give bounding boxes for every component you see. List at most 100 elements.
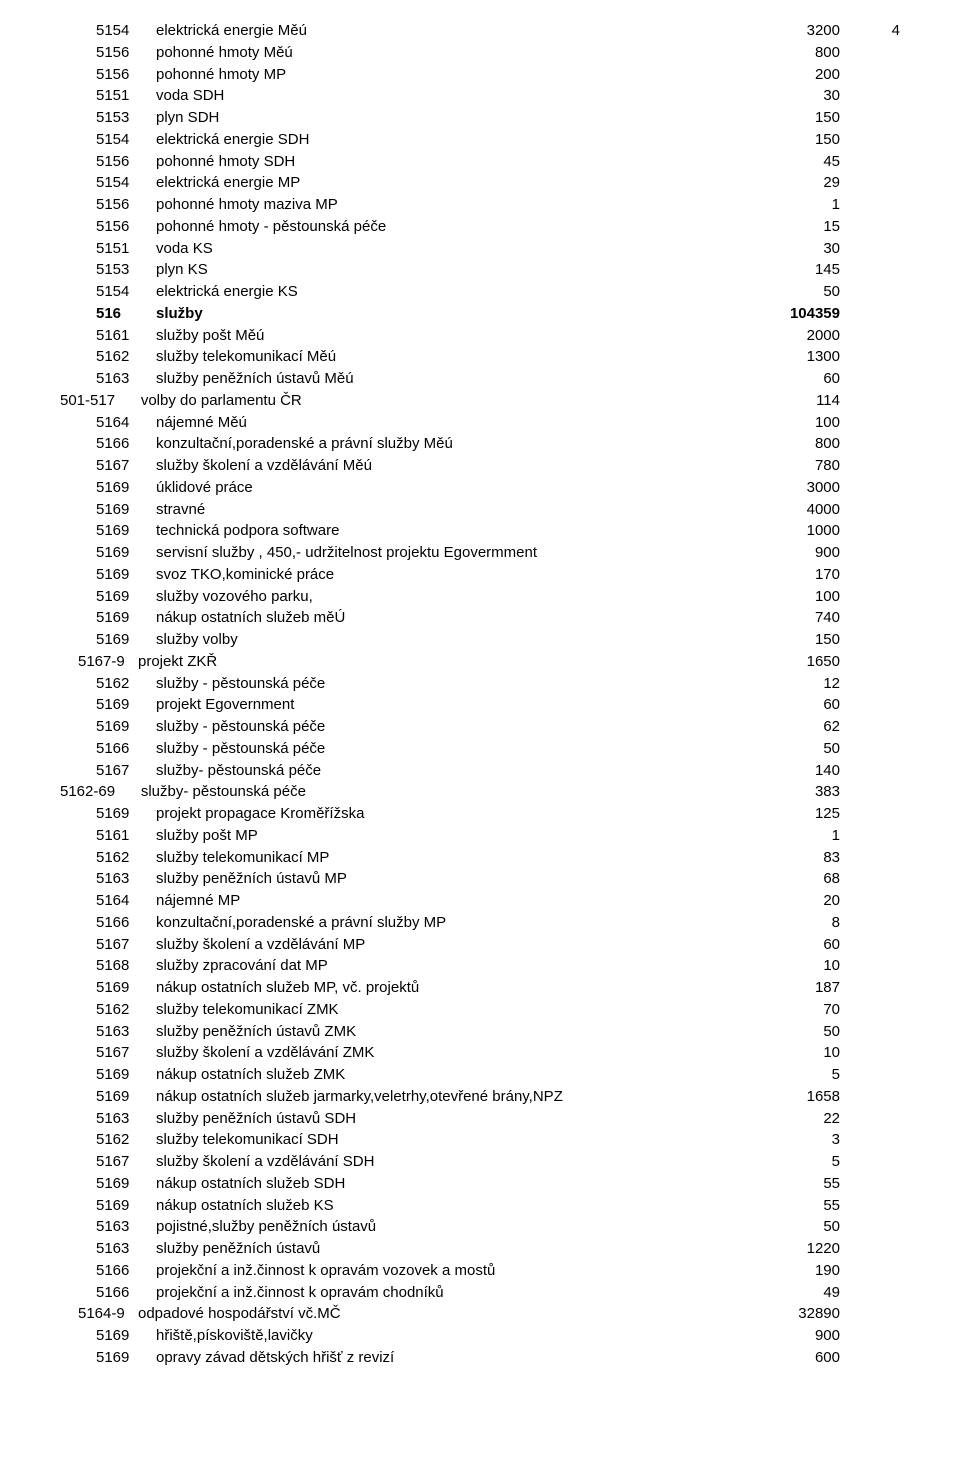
item-code: 5169 <box>96 542 156 564</box>
budget-row: 5167služby školení a vzdělávání Měú780 <box>60 455 900 477</box>
budget-row: 5154elektrická energie KS50 <box>60 281 900 303</box>
item-label: voda KS <box>156 238 750 260</box>
item-value: 900 <box>750 1325 840 1347</box>
item-code: 5153 <box>96 259 156 281</box>
item-label: služby telekomunikací Měú <box>156 346 750 368</box>
budget-row: 5169opravy závad dětských hřišť z revizí… <box>60 1347 900 1369</box>
item-value: 55 <box>750 1195 840 1217</box>
item-code: 5167 <box>96 934 156 956</box>
item-label: projekt ZKŘ <box>138 651 750 673</box>
item-label: služby pošt Měú <box>156 325 750 347</box>
budget-row: 5167služby školení a vzdělávání ZMK10 <box>60 1042 900 1064</box>
item-code: 5169 <box>96 564 156 586</box>
item-value: 8 <box>750 912 840 934</box>
item-code: 5163 <box>96 1216 156 1238</box>
item-value: 1 <box>750 825 840 847</box>
item-value: 12 <box>750 673 840 695</box>
item-value: 15 <box>750 216 840 238</box>
item-value: 780 <box>750 455 840 477</box>
budget-row: 5162služby - pěstounská péče12 <box>60 673 900 695</box>
item-label: stravné <box>156 499 750 521</box>
item-label: služby peněžních ústavů Měú <box>156 368 750 390</box>
budget-row: 5156pohonné hmoty - pěstounská péče15 <box>60 216 900 238</box>
budget-row: 5163pojistné,služby peněžních ústavů50 <box>60 1216 900 1238</box>
item-code: 5162 <box>96 346 156 368</box>
budget-row: 5153plyn KS145 <box>60 259 900 281</box>
budget-row: 5167služby školení a vzdělávání SDH5 <box>60 1151 900 1173</box>
budget-row: 5151voda SDH30 <box>60 85 900 107</box>
item-label: servisní služby , 450,- udržitelnost pro… <box>156 542 750 564</box>
budget-row: 5162služby telekomunikací Měú1300 <box>60 346 900 368</box>
budget-row: 5161služby pošt MP1 <box>60 825 900 847</box>
item-value: 145 <box>750 259 840 281</box>
item-code: 5167 <box>96 1042 156 1064</box>
item-value-2: 4 <box>840 20 900 42</box>
item-label: pohonné hmoty - pěstounská péče <box>156 216 750 238</box>
item-value: 740 <box>750 607 840 629</box>
item-value: 68 <box>750 868 840 890</box>
item-label: pohonné hmoty Měú <box>156 42 750 64</box>
budget-row: 5164-9odpadové hospodářství vč.MČ32890 <box>60 1303 900 1325</box>
budget-row: 5169projekt propagace Kroměřížska125 <box>60 803 900 825</box>
item-label: služby peněžních ústavů ZMK <box>156 1021 750 1043</box>
item-code: 5167-9 <box>78 651 138 673</box>
budget-row: 5162služby telekomunikací SDH3 <box>60 1129 900 1151</box>
item-code: 5154 <box>96 172 156 194</box>
item-code: 5162 <box>96 673 156 695</box>
item-label: pojistné,služby peněžních ústavů <box>156 1216 750 1238</box>
budget-row: 5156pohonné hmoty Měú800 <box>60 42 900 64</box>
budget-row: 5169služby - pěstounská péče62 <box>60 716 900 738</box>
item-value: 600 <box>750 1347 840 1369</box>
item-value: 150 <box>750 107 840 129</box>
item-label: pohonné hmoty SDH <box>156 151 750 173</box>
item-label: projekt propagace Kroměřížska <box>156 803 750 825</box>
item-code: 5167 <box>96 1151 156 1173</box>
item-label: služby <box>156 303 750 325</box>
budget-row: 5169nákup ostatních služeb měÚ740 <box>60 607 900 629</box>
item-value: 20 <box>750 890 840 912</box>
item-code: 5169 <box>96 520 156 542</box>
item-code: 5164 <box>96 412 156 434</box>
item-label: elektrická energie SDH <box>156 129 750 151</box>
item-value: 100 <box>750 412 840 434</box>
item-code: 5169 <box>96 629 156 651</box>
budget-row: 5156pohonné hmoty SDH45 <box>60 151 900 173</box>
item-label: nájemné MP <box>156 890 750 912</box>
item-code: 5163 <box>96 868 156 890</box>
budget-row: 5151voda KS30 <box>60 238 900 260</box>
item-label: nákup ostatních služeb ZMK <box>156 1064 750 1086</box>
item-label: služby pošt MP <box>156 825 750 847</box>
item-label: služby telekomunikací MP <box>156 847 750 869</box>
item-code: 5166 <box>96 1282 156 1304</box>
item-value: 45 <box>750 151 840 173</box>
item-label: konzultační,poradenské a právní služby M… <box>156 433 750 455</box>
item-label: služby - pěstounská péče <box>156 673 750 695</box>
budget-row: 5169nákup ostatních služeb KS55 <box>60 1195 900 1217</box>
item-code: 5153 <box>96 107 156 129</box>
item-label: plyn SDH <box>156 107 750 129</box>
item-value: 50 <box>750 738 840 760</box>
item-value: 900 <box>750 542 840 564</box>
item-code: 5169 <box>96 1064 156 1086</box>
item-code: 5169 <box>96 1195 156 1217</box>
item-label: elektrická energie MP <box>156 172 750 194</box>
item-label: nájemné Měú <box>156 412 750 434</box>
item-value: 1220 <box>750 1238 840 1260</box>
budget-row: 5169nákup ostatních služeb ZMK5 <box>60 1064 900 1086</box>
item-value: 22 <box>750 1108 840 1130</box>
item-label: odpadové hospodářství vč.MČ <box>138 1303 750 1325</box>
budget-row: 5153plyn SDH150 <box>60 107 900 129</box>
item-value: 83 <box>750 847 840 869</box>
item-label: služby - pěstounská péče <box>156 738 750 760</box>
budget-row: 5163služby peněžních ústavů Měú60 <box>60 368 900 390</box>
item-value: 60 <box>750 368 840 390</box>
budget-listing: 5154elektrická energie Měú320045156pohon… <box>0 0 960 1389</box>
budget-row: 5166projekční a inž.činnost k opravám ch… <box>60 1282 900 1304</box>
item-value: 1650 <box>750 651 840 673</box>
item-value: 125 <box>750 803 840 825</box>
item-code: 5161 <box>96 825 156 847</box>
item-code: 5162 <box>96 847 156 869</box>
budget-row: 5167služby- pěstounská péče140 <box>60 760 900 782</box>
budget-row: 5169úklidové práce3000 <box>60 477 900 499</box>
item-label: projekt Egovernment <box>156 694 750 716</box>
